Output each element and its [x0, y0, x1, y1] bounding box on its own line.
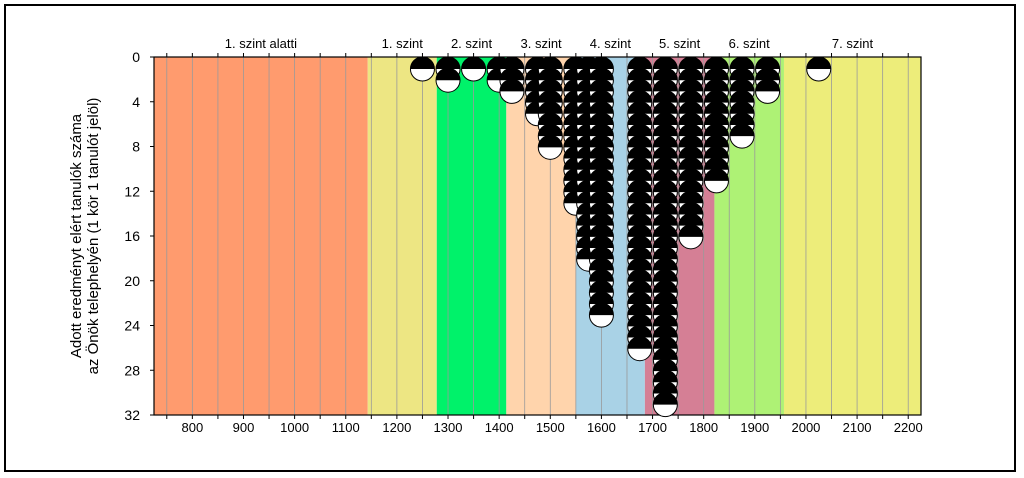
student-dot	[652, 392, 678, 418]
student-dot	[588, 302, 614, 328]
student-dot	[435, 67, 461, 93]
y-tick-label: 32	[124, 407, 140, 423]
y-tick-label: 28	[124, 362, 140, 378]
student-dot	[499, 78, 525, 104]
level-band-2	[367, 57, 437, 415]
y-tick-label: 0	[132, 49, 140, 65]
y-tick-label: 8	[132, 139, 140, 155]
level-label-5: 4. szint	[590, 36, 632, 51]
student-dot	[537, 134, 563, 160]
level-label-1: 1. szint alatti	[225, 36, 297, 51]
level-label-4: 3. szint	[520, 36, 562, 51]
level-band-3	[436, 57, 507, 415]
student-dot	[461, 56, 487, 82]
level-label-7: 6. szint	[729, 36, 771, 51]
student-dot	[729, 123, 755, 149]
y-axis-title-line-2: az Önök telephelyén (1 kör 1 tanulót jel…	[84, 98, 102, 375]
x-tick-label: 1400	[485, 420, 514, 435]
level-label-8: 7. szint	[832, 36, 874, 51]
student-dot	[409, 56, 435, 82]
y-tick-label: 12	[124, 183, 140, 199]
y-axis-title-line-1: Adott eredményt elért tanulók száma	[68, 113, 85, 358]
x-tick-label: 1700	[638, 420, 667, 435]
level-band-1	[154, 57, 368, 415]
x-tick-label: 1900	[740, 420, 769, 435]
student-dot	[703, 168, 729, 194]
x-tick-label: 800	[181, 420, 203, 435]
student-dot	[755, 78, 781, 104]
level-label-2: 1. szint	[382, 36, 424, 51]
student-dot	[678, 224, 704, 250]
x-tick-label: 900	[233, 420, 255, 435]
x-tick-label: 2100	[843, 420, 872, 435]
x-tick-label: 1200	[382, 420, 411, 435]
level-label-3: 2. szint	[451, 36, 493, 51]
student-dot	[806, 56, 832, 82]
student-dot	[627, 336, 653, 362]
x-tick-label: 1500	[536, 420, 565, 435]
x-tick-label: 1000	[280, 420, 309, 435]
level-band-8	[783, 57, 921, 415]
y-tick-label: 4	[132, 94, 140, 110]
x-tick-label: 2200	[894, 420, 923, 435]
x-tick-label: 1800	[689, 420, 718, 435]
x-tick-label: 1600	[587, 420, 616, 435]
y-tick-label: 20	[124, 273, 140, 289]
level-label-6: 5. szint	[659, 36, 701, 51]
x-tick-label: 2000	[791, 420, 820, 435]
x-tick-label: 1100	[332, 420, 360, 435]
y-tick-label: 24	[124, 318, 140, 334]
x-tick-label: 1300	[434, 420, 463, 435]
y-tick-label: 16	[124, 228, 140, 244]
